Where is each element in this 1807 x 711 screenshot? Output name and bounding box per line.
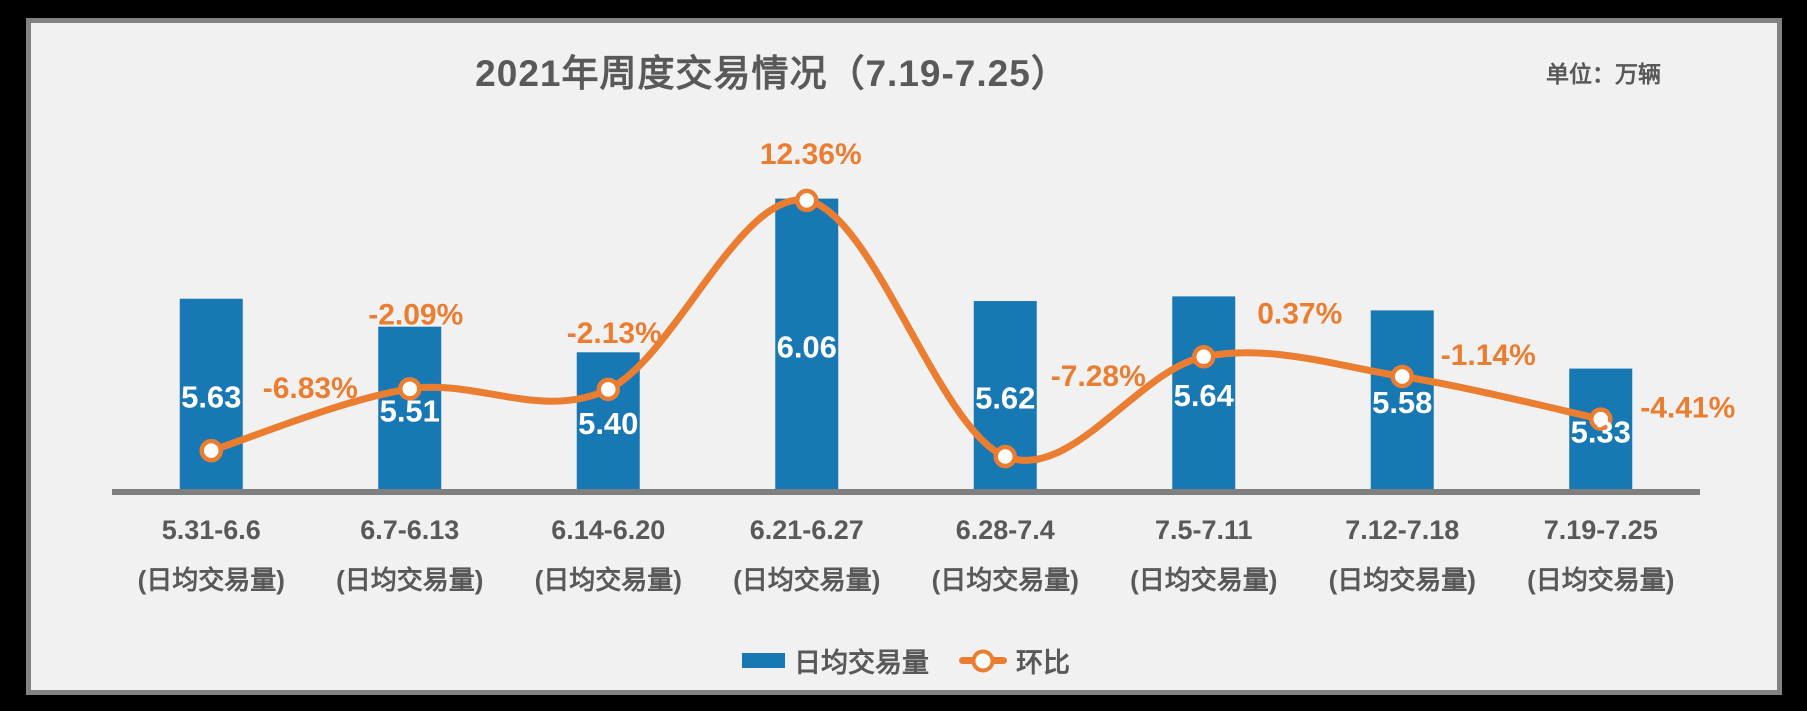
trend-marker-icon	[398, 377, 422, 401]
bar-value-label: 5.62	[975, 381, 1035, 416]
chart-panel: 5.63 5.51 5.40 6.06 5.62 5.64 5.58 5.33 -6.83% -2…	[26, 18, 1782, 695]
category-sublabel: (日均交易量)	[1130, 565, 1277, 595]
trend-marker-icon	[795, 188, 819, 213]
trend-marker-icon	[1192, 345, 1216, 369]
trend-value-label: -1.14%	[1441, 339, 1536, 372]
category-sublabel: (日均交易量)	[138, 565, 285, 595]
category-label: 6.7-6.13	[360, 515, 459, 545]
bar	[378, 326, 442, 495]
category-sublabel: (日均交易量)	[1329, 565, 1476, 595]
trend-value-label: -6.83%	[263, 372, 358, 405]
line-marker-icon	[959, 649, 1007, 672]
trend-value-label: -2.13%	[567, 317, 662, 350]
bar	[1569, 368, 1633, 495]
trend-value-label: 0.37%	[1257, 297, 1342, 330]
legend-item-line-series: 环比	[959, 641, 1070, 680]
marker-dot-icon	[971, 649, 995, 672]
category-label: 6.28-7.4	[956, 515, 1055, 545]
category-sublabel: (日均交易量)	[535, 565, 682, 595]
category-sublabel: (日均交易量)	[932, 565, 1079, 595]
category-label: 5.31-6.6	[162, 515, 261, 545]
category-sublabel: (日均交易量)	[733, 565, 880, 595]
category-label: 7.5-7.11	[1155, 515, 1253, 545]
trend-marker-icon	[596, 377, 620, 402]
trend-marker-icon	[993, 444, 1017, 469]
unit-label: 单位：万辆	[1546, 61, 1661, 87]
chart-title: 2021年周度交易情况（7.19-7.25）	[475, 53, 1069, 94]
category-label: 6.21-6.27	[750, 515, 864, 545]
trend-value-label: -2.09%	[368, 298, 463, 331]
category-label: 7.12-7.18	[1345, 515, 1459, 545]
chart-canvas: 5.63 5.51 5.40 6.06 5.62 5.64 5.58 5.33 -6.83% -2…	[112, 138, 1735, 595]
bar-value-label: 5.63	[181, 379, 241, 414]
category-label: 7.19-7.25	[1544, 515, 1658, 545]
legend-item-bar-series: 日均交易量	[742, 641, 929, 680]
bar-value-label: 6.06	[777, 329, 837, 364]
trend-value-label: -7.28%	[1051, 360, 1146, 393]
trend-value-label: 12.36%	[760, 138, 862, 171]
trend-marker-icon	[1390, 364, 1414, 389]
bar	[1172, 296, 1236, 495]
category-label: 6.14-6.20	[551, 515, 665, 545]
bar-value-label: 5.51	[380, 393, 440, 428]
trend-line	[207, 196, 1605, 464]
trend-value-label: -4.41%	[1640, 392, 1735, 425]
bar	[775, 198, 839, 495]
legend-label-bar: 日均交易量	[794, 648, 929, 678]
trend-marker-icon	[1589, 407, 1613, 431]
bar-swatch-icon	[742, 653, 785, 668]
trend-marker-icon	[199, 438, 223, 463]
category-sublabel: (日均交易量)	[1527, 565, 1674, 595]
bar	[1370, 310, 1434, 495]
bar-value-label: 5.64	[1174, 378, 1235, 413]
bar-value-label: 5.33	[1571, 414, 1631, 449]
bar-value-label: 5.40	[578, 406, 638, 441]
bar-value-label: 5.58	[1372, 385, 1432, 420]
category-sublabel: (日均交易量)	[336, 565, 483, 595]
legend-label-line: 环比	[1016, 648, 1070, 678]
legend: 日均交易量 环比	[112, 641, 1700, 680]
